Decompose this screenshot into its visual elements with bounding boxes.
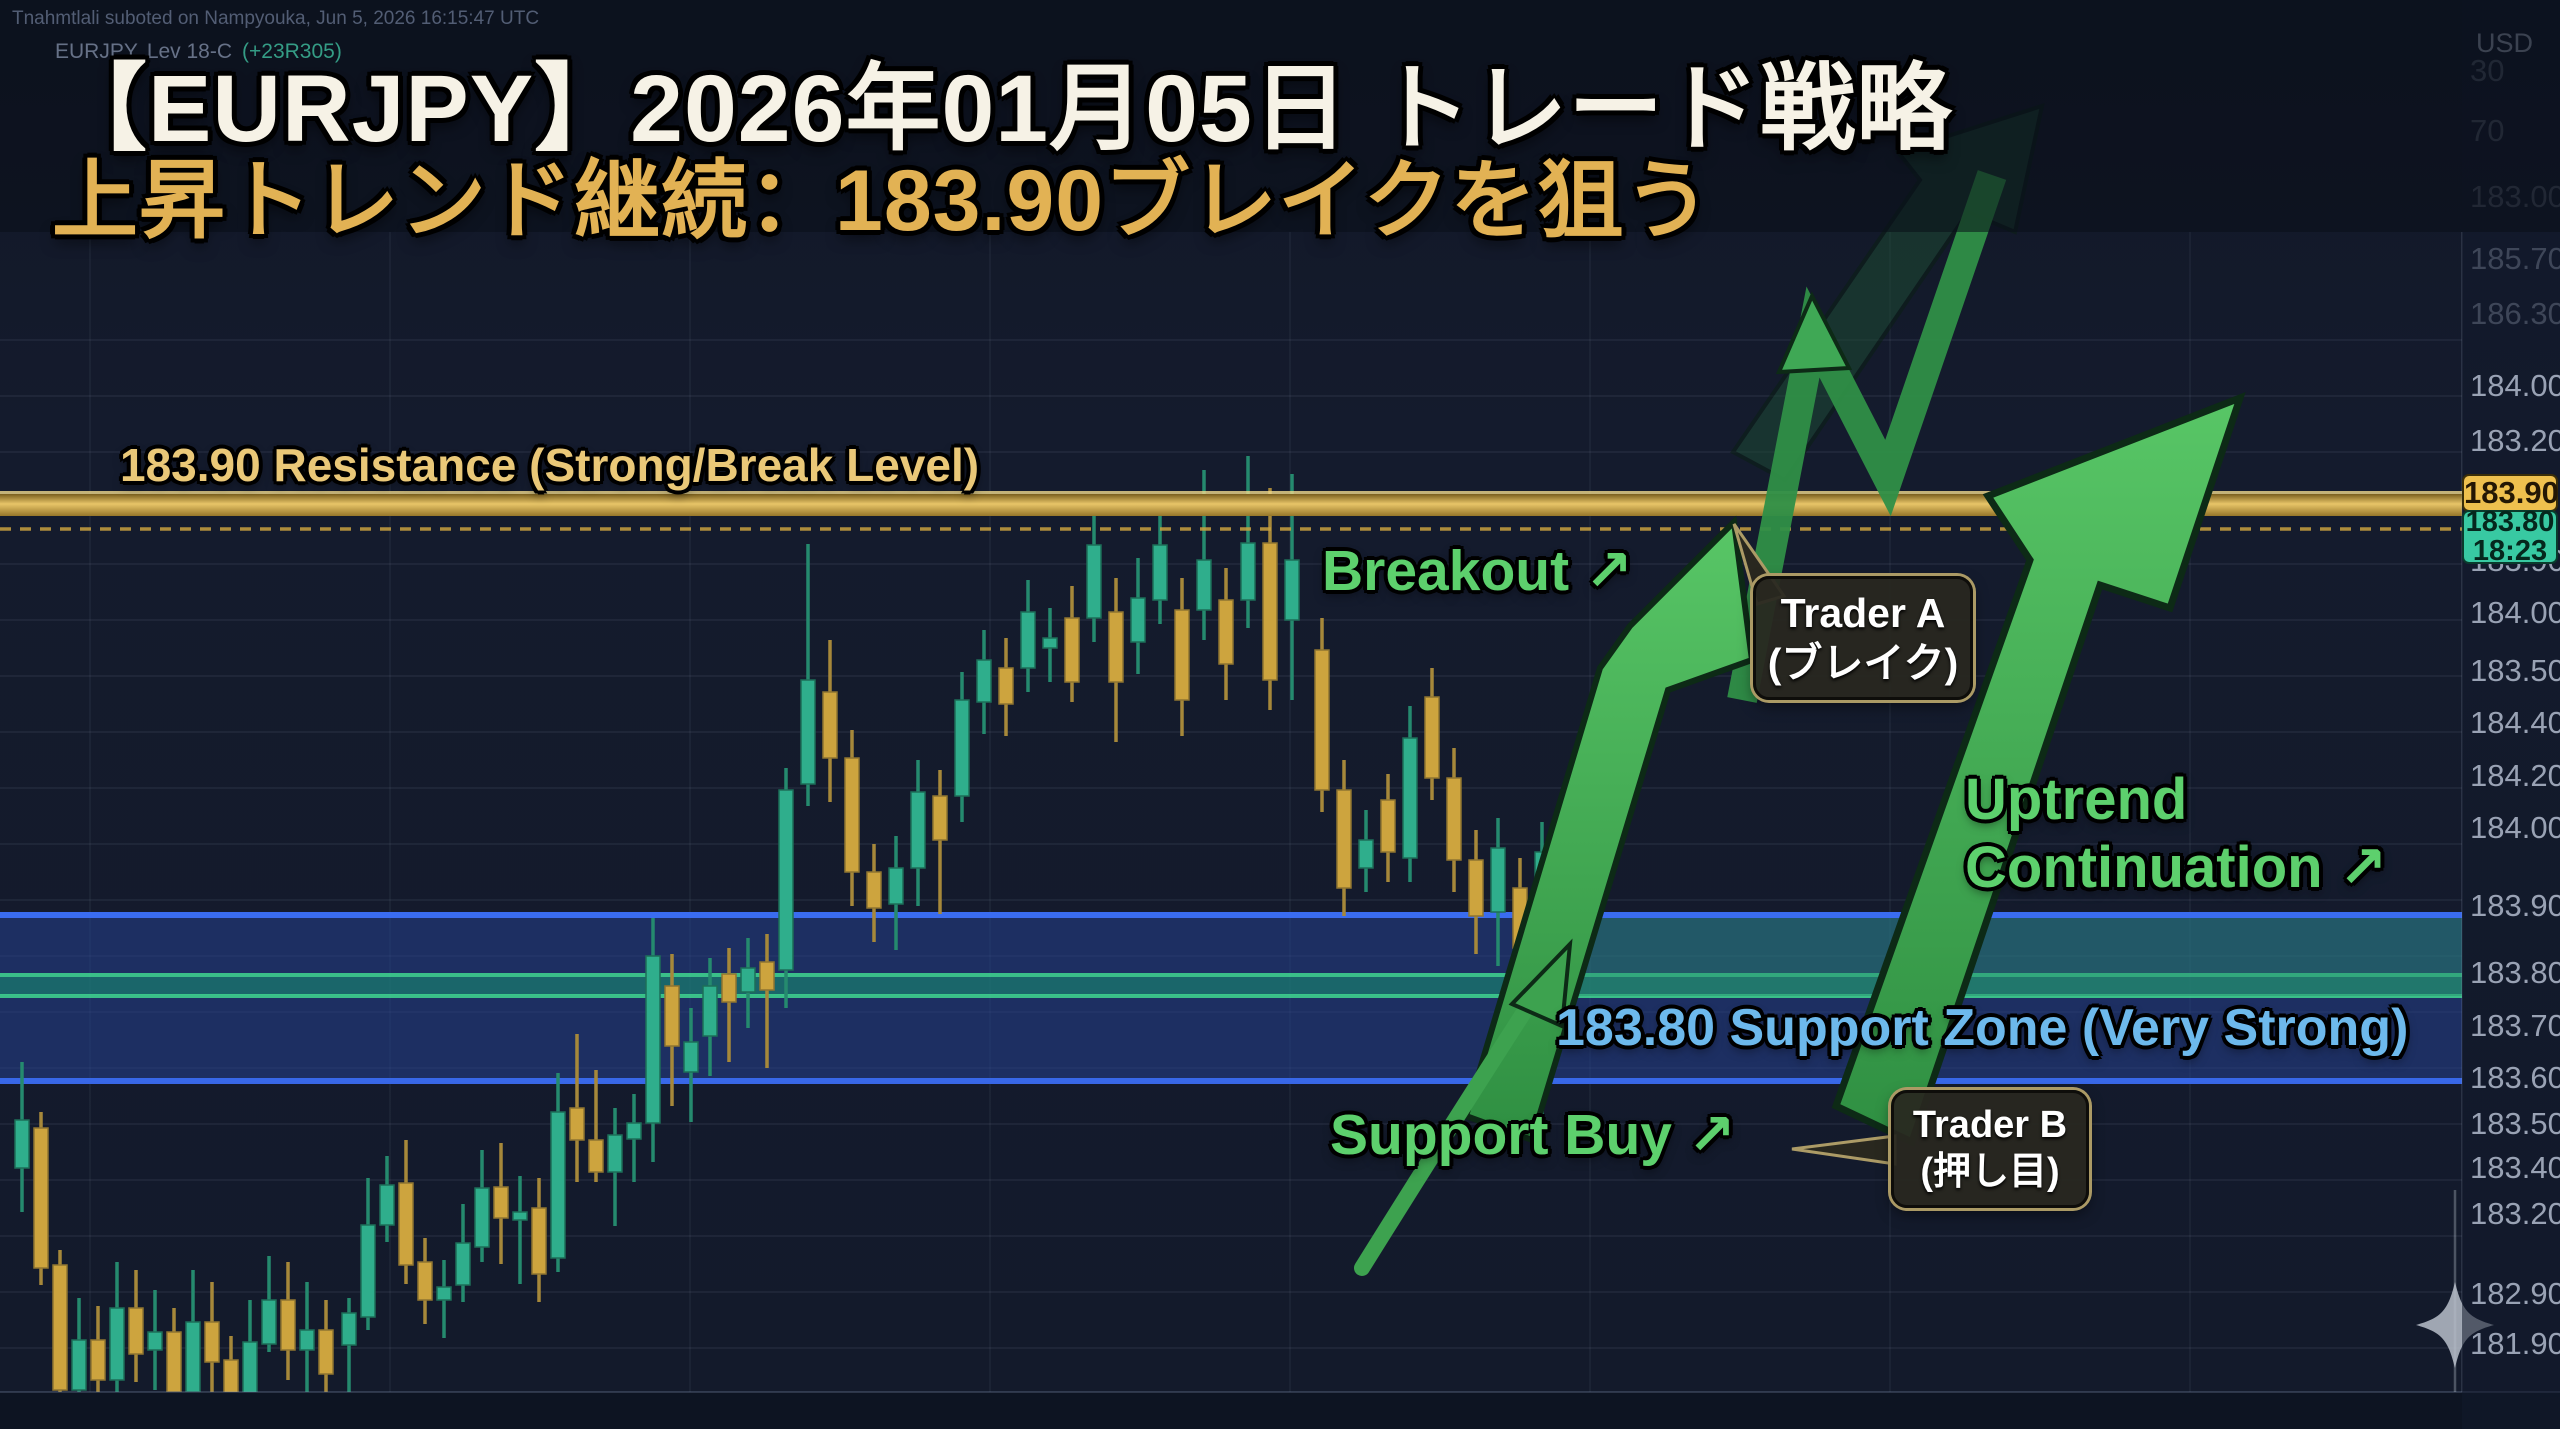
trader-b-callout: Trader B (押し目): [1891, 1090, 2089, 1208]
axis-tick: 183.50: [2470, 653, 2560, 688]
symbol-change: (+23R305): [242, 40, 342, 63]
uptrend-green-zone: [1560, 918, 2462, 996]
current-time: 18:23: [2472, 535, 2548, 567]
axis-tick: 184.40: [2470, 705, 2560, 740]
resistance-band: [0, 491, 2462, 531]
axis-tick: 183.50: [2470, 1106, 2560, 1141]
subtitle: 上昇トレンド継続：183.90ブレイクを狙う: [52, 153, 1712, 249]
axis-tick: 183.40: [2470, 1150, 2560, 1185]
support-buy-arrow: [1354, 938, 1573, 1276]
breakout-label: Breakout ↗: [1322, 539, 1633, 603]
support-zone: [0, 912, 2462, 1084]
trader-b-title: Trader B: [1912, 1103, 2068, 1146]
uptrend-continuation-label: Uptrend Continuation ↗: [1965, 767, 2388, 901]
title-backdrop: [0, 0, 2560, 232]
support-zone-label: 183.80 Support Zone (Very Strong): [1556, 999, 2409, 1057]
sparkle-logo: [2416, 1282, 2494, 1368]
axis-tick: 184.00: [2470, 810, 2560, 845]
current-price: 183.80: [2465, 506, 2555, 538]
axis-tick: 183.90: [2470, 888, 2560, 923]
axis-tick: 183.70: [2470, 1008, 2560, 1043]
current-price-badge: 183.80 18:23: [2464, 508, 2556, 566]
axis-tick: 183.20: [2470, 423, 2560, 458]
axis-tick: 183.60: [2470, 1060, 2560, 1095]
support-buy-label: Support Buy ↗: [1330, 1103, 1736, 1167]
zigzag-arrow: [1727, 170, 2007, 703]
trader-a-title: Trader A: [1780, 589, 1946, 636]
symbol-label: EURJPY, Lev 18-C: [55, 40, 233, 63]
trader-a-subtitle: (ブレイク): [1767, 640, 1959, 686]
axis-tick: 184.00: [2470, 595, 2560, 630]
axis-tick: 181.90: [2470, 1326, 2560, 1361]
axis-tick: 184.20: [2470, 758, 2560, 793]
resistance-price-badge: 183.90: [2464, 475, 2559, 510]
trader-a-callout: Trader A (ブレイク): [1753, 576, 1973, 700]
trader-b-subtitle: (押し目): [1920, 1151, 2060, 1193]
main-title: 【EURJPY】2026年01月05日 トレード戦略: [52, 56, 1953, 162]
axis-tick: 186.30: [2470, 296, 2560, 331]
resistance-label: 183.90 Resistance (Strong/Break Level): [120, 439, 980, 491]
axis-tick: 184.00: [2470, 368, 2560, 403]
symbol-info-line: EURJPY, Lev 18-C (+23R305): [55, 40, 342, 64]
axis-tick: 185.70: [2470, 241, 2560, 276]
candles-layer: [14, 456, 1550, 1404]
watermark-text: Tnahmtlali suboted on Nampyouka, Jun 5, …: [12, 8, 540, 29]
axis-tick: 183.80: [2470, 955, 2560, 990]
axis-tick: 183.20: [2470, 1196, 2560, 1231]
bottom-axis-strip: [0, 232, 2560, 1429]
axis-tick: 182.90: [2470, 1276, 2560, 1311]
big-uptrend-arrow: [1831, 392, 2246, 1147]
